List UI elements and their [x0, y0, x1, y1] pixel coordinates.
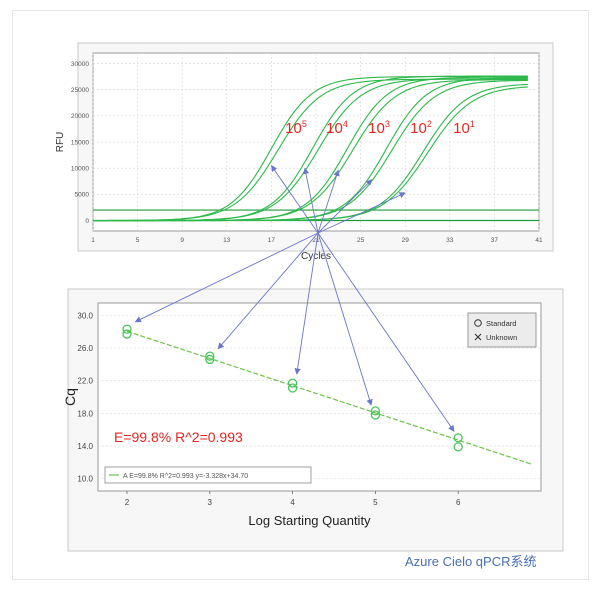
- amplification-x-tick-label: 1: [91, 237, 95, 244]
- amplification-x-tick-label: 13: [223, 237, 231, 244]
- standard-point: [205, 351, 215, 361]
- fit-legend-text: A E=99.8% R^2=0.993 y=-3.328x+34.70: [123, 473, 248, 480]
- amplification-y-tick-label: 15000: [71, 139, 89, 146]
- amplification-arrow: [317, 169, 340, 234]
- dilution-label: 101: [453, 119, 475, 137]
- amplification-y-axis-label: RFU: [55, 132, 66, 153]
- amplification-x-tick-label: 9: [180, 237, 184, 244]
- standard-y-tick-label: 22.0: [77, 377, 93, 386]
- standard-y-tick-label: 10.0: [77, 475, 93, 484]
- standard-point: [453, 433, 463, 443]
- standard-points: [122, 324, 463, 452]
- fit-legend-box: [104, 466, 312, 484]
- standard-point: [287, 378, 298, 388]
- standard-y-tick-label: 30.0: [77, 311, 93, 320]
- standard-point: [453, 442, 463, 452]
- standard-legend-label: Standard: [486, 319, 516, 328]
- amplification-x-tick-label: 29: [402, 237, 410, 244]
- amplification-y-tick-label: 20000: [71, 113, 89, 120]
- standard-x-axis-label: Log Starting Quantity: [248, 513, 371, 528]
- amplification-x-tick-label: 5: [136, 237, 140, 244]
- standard-fit-line: [126, 330, 533, 466]
- standard-point: [370, 406, 381, 416]
- dilution-label: 105: [285, 119, 307, 137]
- amplification-curve: [93, 86, 528, 222]
- amplification-y-tick-label: 30000: [71, 61, 89, 68]
- amplification-x-tick-label: 17: [268, 237, 276, 244]
- standard-curve-arrow: [317, 232, 455, 432]
- standard-curve-arrow: [294, 232, 319, 375]
- amplification-x-tick-label: 41: [535, 237, 543, 244]
- standard-point: [122, 324, 132, 334]
- amplification-x-tick-label: 25: [357, 237, 365, 244]
- standard-point: [122, 329, 132, 339]
- amplification-arrow: [317, 179, 373, 234]
- standard-x-tick-label: 3: [208, 498, 213, 507]
- figure-caption: Azure Cielo qPCR系统: [405, 554, 537, 569]
- amplification-y-tick-label: 0: [85, 218, 89, 225]
- amplification-y-tick-label: 10000: [71, 165, 89, 172]
- amplification-x-tick-label: 33: [446, 237, 454, 244]
- amplification-arrow: [317, 192, 406, 234]
- standard-y-axis-label: Cq: [62, 388, 78, 406]
- dilution-label: 103: [368, 119, 390, 137]
- standard-y-tick-label: 14.0: [77, 442, 93, 451]
- standard-point: [370, 410, 381, 420]
- dilution-label: 102: [410, 119, 432, 137]
- dilution-label: 104: [326, 119, 348, 137]
- amplification-arrow: [271, 165, 319, 234]
- standard-x-tick-label: 2: [125, 498, 130, 507]
- figure-card: 1 5 9 13 17 21 25 29 33 37 41 0 5000 10000 15000 20000 2…: [12, 10, 589, 580]
- standard-x-tick-label: 5: [373, 498, 378, 507]
- unknown-legend-label: Unknown: [486, 333, 517, 342]
- amplification-arrow: [302, 167, 319, 234]
- amplification-x-tick-label: 37: [491, 237, 499, 244]
- connector-arrows: [134, 165, 455, 432]
- standard-y-tick-label: 18.0: [77, 409, 93, 418]
- standard-point: [205, 354, 215, 365]
- amplification-x-axis-label: Cycles: [301, 251, 331, 262]
- amplification-y-tick-label: 25000: [71, 87, 89, 94]
- standard-point: [287, 383, 298, 393]
- standard-curve-plot-area: [97, 302, 542, 492]
- standard-x-tick-label: 4: [290, 498, 295, 507]
- standard-x-tick-label: 6: [456, 498, 461, 507]
- standard-curve-arrow: [217, 232, 319, 350]
- efficiency-label: E=99.8% R^2=0.993: [114, 429, 243, 445]
- amplification-y-tick-label: 5000: [75, 192, 90, 199]
- unknown-legend-icon: [474, 333, 482, 341]
- amplification-x-tick-label: 21: [312, 237, 320, 244]
- standard-curve-arrow: [317, 232, 373, 406]
- qpcr-figure: 1 5 9 13 17 21 25 29 33 37 41050001000015000200002…: [55, 42, 564, 552]
- standard-legend-icon: [474, 319, 482, 327]
- amplification-curves: [92, 75, 528, 222]
- standard-y-tick-label: 26.0: [77, 344, 93, 353]
- symbol-legend-box: [467, 312, 537, 348]
- standard-curve-arrow: [134, 232, 319, 323]
